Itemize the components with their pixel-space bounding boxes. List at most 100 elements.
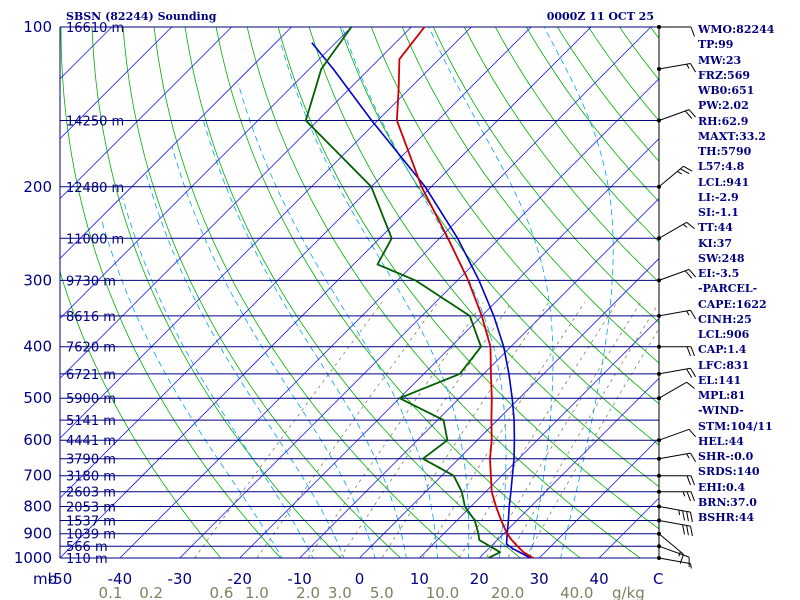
pressure-tick-label: 1000 xyxy=(14,549,52,567)
chart-title: SBSN (82244) Sounding xyxy=(66,10,217,23)
pressure-tick-label: 800 xyxy=(23,498,52,516)
pressure-tick-label: 300 xyxy=(23,271,52,289)
index-value: LFC:831 xyxy=(698,358,750,372)
moist-adiabat-line xyxy=(100,218,283,558)
wind-level-marker xyxy=(657,278,661,283)
dry-adiabat-line xyxy=(463,27,659,283)
wind-barb-feather xyxy=(690,452,697,462)
height-label: 8616 m xyxy=(66,310,116,325)
temperature-tick-label: 30 xyxy=(530,570,549,588)
index-value: WB0:651 xyxy=(698,84,755,97)
wind-barb xyxy=(658,545,690,558)
dry-adiabat-line xyxy=(60,270,222,558)
height-label: 12480 m xyxy=(66,181,124,196)
index-value: MW:23 xyxy=(698,53,742,67)
mixing-ratio-label: 1.0 xyxy=(245,584,269,600)
wind-level-marker xyxy=(657,67,661,71)
wind-barb-feather xyxy=(682,491,686,497)
wind-barb xyxy=(658,165,684,188)
pressure-tick-label: 900 xyxy=(23,525,52,543)
wind-level-marker xyxy=(657,456,661,461)
dry-adiabats xyxy=(60,27,659,558)
mixing-ratio-line xyxy=(256,302,439,558)
wind-barb-feather xyxy=(686,525,689,536)
height-label: 4441 m xyxy=(66,434,116,449)
moist-adiabat-line xyxy=(543,27,614,558)
isotherm-line xyxy=(60,27,532,499)
index-value: EL:141 xyxy=(698,373,742,387)
index-value: STM:104/11 xyxy=(698,419,773,433)
pressure-tick-label: 500 xyxy=(23,389,52,407)
wind-barb-feather xyxy=(682,223,688,228)
wind-barb-feather xyxy=(678,509,681,515)
moist-adiabat-line xyxy=(238,83,438,558)
wind-barb xyxy=(658,452,691,460)
index-value: SHR-:0.0 xyxy=(698,450,754,463)
height-label: 1039 m xyxy=(66,528,116,543)
moist-adiabat-line xyxy=(122,197,314,558)
index-value: LI:-2.9 xyxy=(698,190,739,204)
temperature-profile-line xyxy=(395,27,537,558)
isotherm-line xyxy=(538,437,659,558)
isotherm-line xyxy=(419,317,659,558)
pressure-tick-label: 700 xyxy=(23,467,52,485)
height-label: 3790 m xyxy=(66,453,116,468)
dry-adiabat-line xyxy=(122,27,402,558)
height-label: 1537 m xyxy=(66,515,116,530)
height-label: 110 m xyxy=(66,552,108,567)
wind-barb xyxy=(658,268,690,281)
index-value: CAPE:1622 xyxy=(698,297,767,311)
wind-barb-feather xyxy=(686,511,689,522)
wind-barb-feather xyxy=(688,109,696,118)
mixing-ratio-line xyxy=(194,302,383,558)
pressure-tick-label: 600 xyxy=(23,431,52,449)
index-value: TT:44 xyxy=(698,221,733,235)
wind-barb-feather xyxy=(690,63,697,73)
mixing-ratio-line xyxy=(458,302,618,558)
dry-adiabat-line xyxy=(153,27,462,558)
pressure-unit-label: mb xyxy=(33,570,57,588)
isotherm-line xyxy=(60,27,352,319)
index-value: FRZ:569 xyxy=(698,68,751,82)
isotherm-line xyxy=(60,27,232,200)
index-value: LCL:941 xyxy=(698,175,750,189)
dry-adiabat-line xyxy=(184,27,521,558)
wind-barb-feather xyxy=(686,368,693,378)
wind-level-marker xyxy=(657,344,661,349)
pressure-tick-label: 400 xyxy=(23,338,52,356)
wind-level-marker xyxy=(657,489,661,494)
index-value: BSHR:44 xyxy=(698,511,755,524)
wind-barb-feather xyxy=(686,346,691,357)
wind-level-marker xyxy=(657,184,661,189)
mixing-ratio-label: 10.0 xyxy=(426,584,459,600)
isotherm-line xyxy=(60,27,172,140)
index-value: MAXT:33.2 xyxy=(698,129,766,143)
wind-barb-feather xyxy=(690,526,693,536)
height-label: 2603 m xyxy=(66,486,116,501)
wind-barb-feather xyxy=(686,453,690,459)
isotherm-line xyxy=(479,377,659,558)
dry-adiabat-line xyxy=(277,27,659,530)
temperature-tick-label: -50 xyxy=(48,570,73,588)
index-value: SW:248 xyxy=(698,251,745,265)
wind-barb-feather xyxy=(690,346,695,357)
wind-barb-feather xyxy=(678,551,681,557)
index-value: RH:62.9 xyxy=(698,114,749,128)
mixing-ratio-line xyxy=(485,302,641,558)
isotherm-line xyxy=(60,27,472,439)
wind-barb-feather xyxy=(688,269,696,278)
moist-adiabat-line xyxy=(146,174,345,558)
moist-adiabat-line xyxy=(202,117,407,558)
wind-barb xyxy=(658,557,691,565)
wind-barb-feather xyxy=(684,110,693,119)
dewpoint-profile-line xyxy=(304,27,502,558)
index-value: EI:-3.5 xyxy=(698,267,740,280)
wind-barb-feather xyxy=(690,368,697,378)
wind-barb-feather xyxy=(677,170,682,175)
isotherms xyxy=(60,27,659,558)
temperature-tick-label: -40 xyxy=(108,570,133,588)
dry-adiabat-line xyxy=(370,27,659,405)
dry-adiabat-line xyxy=(215,27,581,558)
wind-level-marker xyxy=(657,531,661,536)
